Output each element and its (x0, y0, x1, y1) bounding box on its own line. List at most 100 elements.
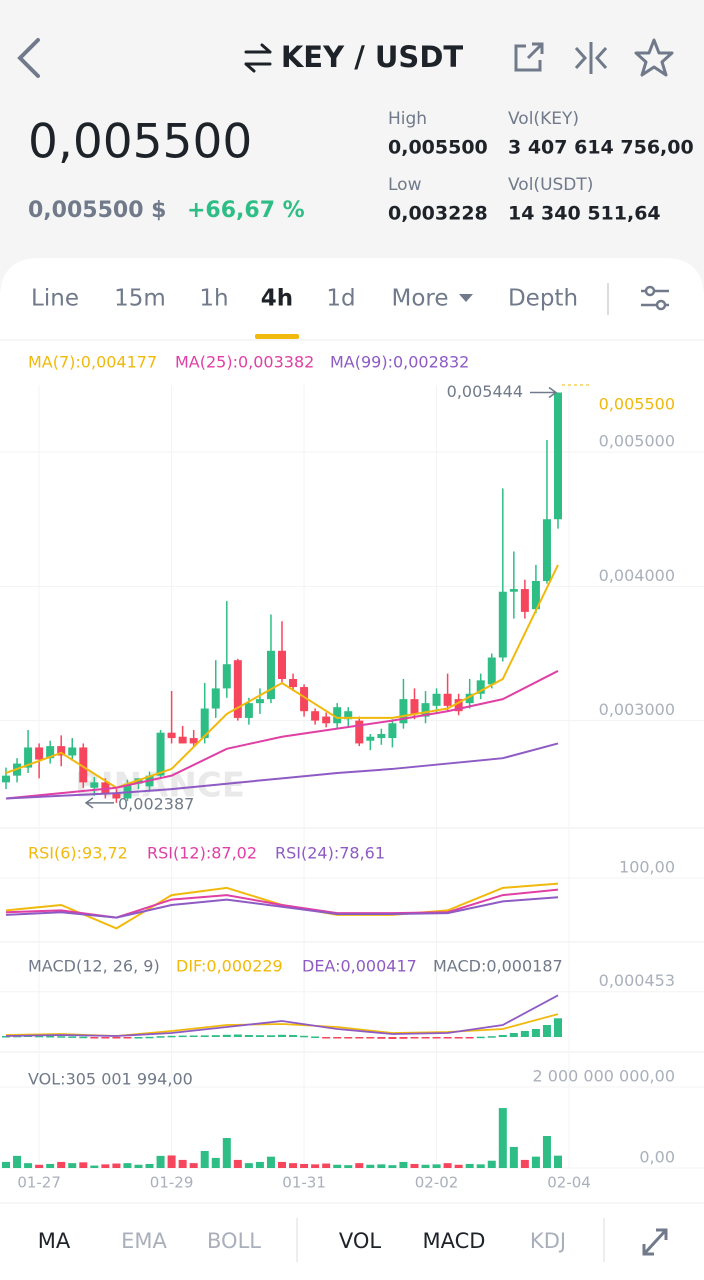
stat-value: 0,003228 (388, 203, 488, 225)
pair[interactable]: KEY / USDT (281, 40, 464, 74)
indicator-tab[interactable]: BOLL (207, 1229, 261, 1253)
dropdown-arrow (459, 294, 473, 302)
macd-bar (35, 1035, 44, 1038)
rsi-line (5, 896, 559, 919)
macd-bar (266, 1035, 275, 1037)
ma-line (5, 742, 559, 800)
macd-bar (542, 1025, 551, 1037)
volume-bar (90, 1165, 99, 1168)
macd-bar (487, 1036, 496, 1038)
macd-bar (189, 1035, 198, 1037)
timeframe-tab[interactable]: 4h (261, 286, 293, 312)
volume-bar (266, 1156, 275, 1168)
favorite-icon[interactable] (634, 38, 674, 77)
x-tick-label: 02-02 (415, 1174, 459, 1192)
volume-bar (454, 1164, 463, 1168)
indicator-tab[interactable]: KDJ (530, 1229, 566, 1253)
candle-body (101, 782, 110, 794)
volume-bar (421, 1164, 430, 1168)
stat-value: 3 407 614 756,00 (508, 137, 694, 159)
macd-bar (167, 1035, 176, 1038)
candle-body (498, 591, 507, 658)
stat-value: 14 340 511,64 (508, 203, 661, 225)
candle-body (399, 699, 408, 724)
legend-entry: DEA:0,000417 (302, 957, 417, 976)
macd-bar (509, 1033, 518, 1037)
legend-entry: MACD(12, 26, 9) (28, 957, 160, 976)
macd-bar (311, 1036, 320, 1038)
volume-bar (465, 1163, 474, 1168)
chart-settings-icon[interactable] (641, 285, 669, 311)
last-price-label: 0,005500 (599, 395, 675, 414)
macd-bar (255, 1035, 264, 1037)
volume-bar (344, 1165, 353, 1168)
volume-bar (554, 1155, 562, 1168)
swap-icon[interactable] (244, 43, 272, 73)
volume-bar (123, 1163, 132, 1168)
macd-bar (344, 1037, 353, 1039)
x-tick-label: 01-31 (282, 1174, 326, 1192)
macd-bar (432, 1037, 441, 1039)
macd-bar (399, 1037, 408, 1039)
indicator-tab[interactable]: MA (38, 1229, 71, 1253)
candle-body (278, 650, 286, 679)
volume-bar (244, 1163, 253, 1168)
indicator-tab[interactable]: VOL (339, 1229, 382, 1253)
indicator-tab[interactable]: EMA (121, 1229, 167, 1253)
candle-body (266, 650, 275, 700)
volume-bar (68, 1163, 77, 1168)
candle-body (68, 747, 77, 756)
timeframe-tab[interactable]: More (391, 286, 448, 312)
volume-bar (443, 1163, 452, 1168)
macd-bar (278, 1034, 286, 1037)
candle-body (311, 711, 320, 721)
candle-body (233, 660, 242, 718)
y-tick-label: 0,005000 (599, 432, 675, 451)
macd-bar (145, 1036, 154, 1039)
macd-bar (377, 1037, 386, 1039)
timeframe-tab[interactable]: Line (31, 286, 79, 312)
candle-body (366, 736, 375, 741)
timeframe-tab[interactable]: 1d (326, 286, 355, 312)
card (0, 258, 704, 1280)
share-icon[interactable] (514, 42, 544, 72)
volume-bar (112, 1163, 121, 1168)
candle-body (57, 746, 66, 756)
candle-body (123, 783, 132, 799)
macd-bar (289, 1035, 298, 1037)
x-tick-label: 01-29 (150, 1174, 194, 1192)
ma-line (5, 564, 559, 789)
volume-bar (487, 1160, 496, 1168)
volume-bar (399, 1161, 408, 1168)
volume-bar (300, 1163, 309, 1168)
candle-body (167, 732, 176, 739)
compare-icon[interactable] (574, 42, 608, 74)
low-marker (84, 797, 114, 809)
candle-body (300, 687, 309, 712)
macd-bar (465, 1037, 474, 1039)
candle-body (178, 736, 187, 744)
macd-line (5, 994, 559, 1037)
fullscreen-icon[interactable] (642, 1228, 668, 1256)
back-button[interactable] (17, 38, 40, 78)
volume-bar (377, 1164, 386, 1168)
macd-bar (112, 1037, 121, 1039)
y-tick-label: 0,00 (639, 1148, 675, 1167)
macd-bar (134, 1037, 143, 1039)
volume-bar (13, 1155, 22, 1168)
timeframe-tab[interactable]: Depth (508, 286, 578, 312)
candle-body (454, 699, 463, 712)
macd-bar (200, 1035, 209, 1037)
candle-body (156, 732, 165, 776)
timeframe-tab[interactable]: 15m (114, 286, 166, 312)
candle-body (79, 747, 88, 783)
candle-body (410, 699, 419, 714)
legend-entry: DIF:0,000229 (176, 957, 283, 976)
volume-bar (156, 1155, 165, 1168)
x-tick-label: 01-27 (17, 1174, 61, 1192)
macd-bar (101, 1037, 110, 1039)
timeframe-tab[interactable]: 1h (199, 286, 228, 312)
indicator-tab[interactable]: MACD (423, 1229, 486, 1253)
